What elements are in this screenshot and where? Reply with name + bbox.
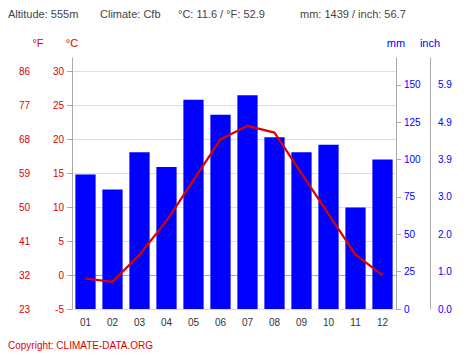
svg-text:06: 06 xyxy=(215,317,227,328)
svg-text:04: 04 xyxy=(161,317,173,328)
svg-text:50: 50 xyxy=(404,229,416,240)
svg-text:°C: 11.6 / °F: 52.9: °C: 11.6 / °F: 52.9 xyxy=(178,8,265,20)
svg-text:5: 5 xyxy=(58,236,64,247)
svg-text:41: 41 xyxy=(19,236,31,247)
svg-text:68: 68 xyxy=(19,134,31,145)
svg-text:125: 125 xyxy=(404,117,421,128)
svg-text:Altitude: 555m: Altitude: 555m xyxy=(8,8,78,20)
svg-text:05: 05 xyxy=(188,317,200,328)
svg-text:150: 150 xyxy=(404,79,421,90)
svg-text:°F: °F xyxy=(32,37,43,49)
svg-text:09: 09 xyxy=(296,317,308,328)
svg-text:25: 25 xyxy=(404,266,416,277)
svg-text:1.0: 1.0 xyxy=(438,266,452,277)
svg-text:inch: inch xyxy=(420,37,440,49)
svg-text:32: 32 xyxy=(19,270,31,281)
svg-text:01: 01 xyxy=(80,317,92,328)
svg-text:Copyright: CLIMATE-DATA.ORG: Copyright: CLIMATE-DATA.ORG xyxy=(8,340,153,351)
svg-text:86: 86 xyxy=(19,66,31,77)
svg-text:0.0: 0.0 xyxy=(438,304,452,315)
svg-text:mm: 1439 / inch: 56.7: mm: 1439 / inch: 56.7 xyxy=(300,8,406,20)
svg-text:11: 11 xyxy=(350,317,361,328)
svg-text:-5: -5 xyxy=(55,304,64,315)
svg-text:10: 10 xyxy=(323,317,335,328)
svg-text:23: 23 xyxy=(19,304,31,315)
svg-text:03: 03 xyxy=(134,317,146,328)
svg-text:2.0: 2.0 xyxy=(438,229,452,240)
svg-text:100: 100 xyxy=(404,154,421,165)
svg-text:°C: °C xyxy=(66,37,78,49)
svg-text:0: 0 xyxy=(404,304,410,315)
svg-text:20: 20 xyxy=(53,134,65,145)
svg-text:12: 12 xyxy=(377,317,389,328)
svg-text:07: 07 xyxy=(242,317,254,328)
svg-text:Climate: Cfb: Climate: Cfb xyxy=(100,8,161,20)
svg-text:50: 50 xyxy=(19,202,31,213)
svg-text:4.9: 4.9 xyxy=(438,117,452,128)
svg-text:10: 10 xyxy=(53,202,65,213)
svg-text:77: 77 xyxy=(19,100,31,111)
svg-text:02: 02 xyxy=(107,317,119,328)
svg-text:5.9: 5.9 xyxy=(438,79,452,90)
svg-text:3.0: 3.0 xyxy=(438,191,452,202)
svg-text:30: 30 xyxy=(53,66,65,77)
svg-text:08: 08 xyxy=(269,317,281,328)
svg-text:15: 15 xyxy=(53,168,65,179)
svg-text:3.9: 3.9 xyxy=(438,154,452,165)
svg-text:59: 59 xyxy=(19,168,31,179)
svg-text:mm: mm xyxy=(387,37,405,49)
svg-text:75: 75 xyxy=(404,191,416,202)
svg-text:25: 25 xyxy=(53,100,65,111)
svg-text:0: 0 xyxy=(58,270,64,281)
